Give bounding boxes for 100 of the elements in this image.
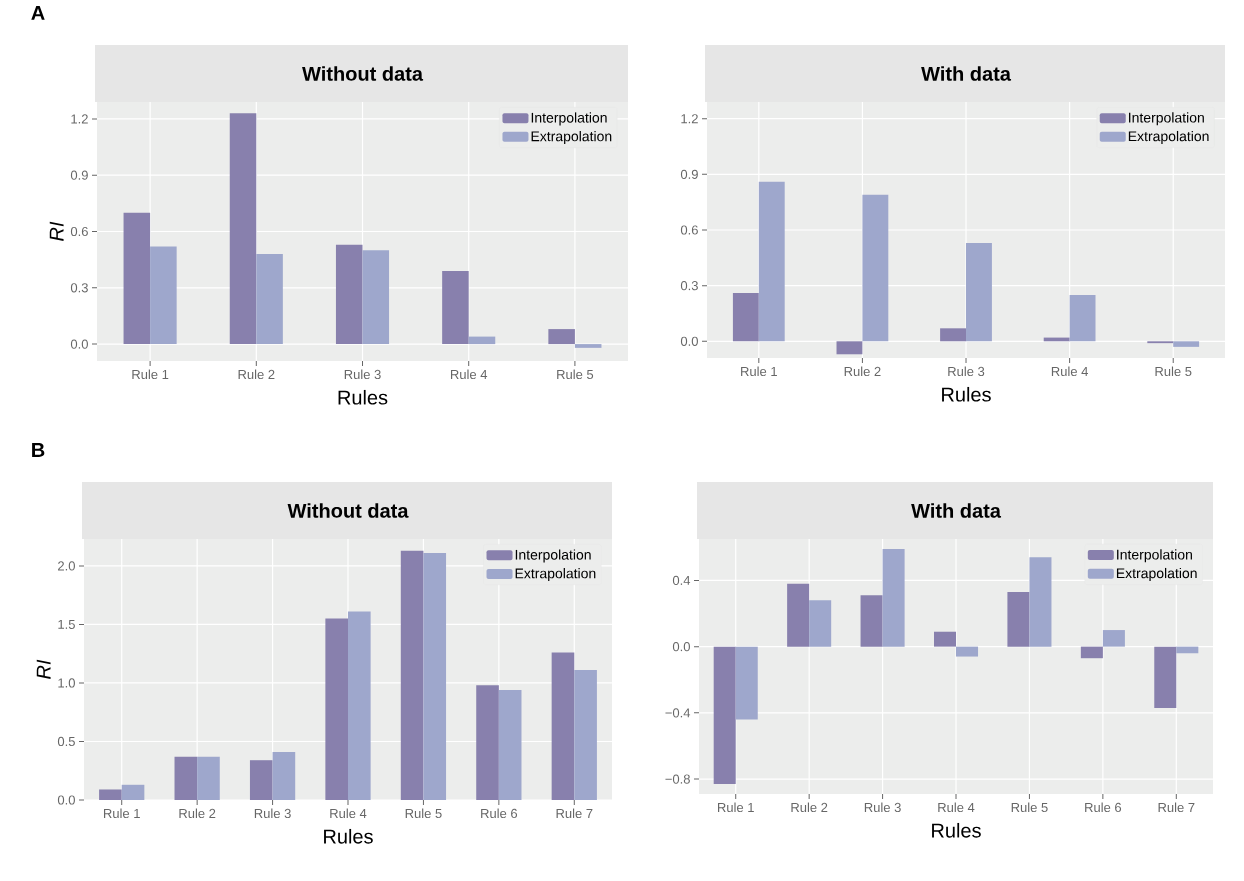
bar — [121, 784, 145, 800]
x-tick-label: Rule 2 — [238, 369, 275, 380]
x-tick-label: Rule 6 — [1085, 802, 1122, 813]
bar — [197, 756, 220, 800]
x-tick-label: Rule 1 — [741, 366, 777, 377]
bar — [1069, 294, 1096, 342]
bar — [1173, 341, 1200, 347]
bar — [99, 789, 122, 800]
bar — [272, 752, 296, 800]
bar — [809, 600, 832, 647]
x-tick-label: Rule 4 — [330, 808, 367, 819]
bar — [1007, 591, 1030, 647]
y-tick-label: 1.0 — [58, 678, 75, 688]
bar — [787, 583, 810, 647]
y-axis-title: RI — [36, 659, 51, 679]
bar — [860, 595, 883, 647]
bar — [423, 553, 447, 800]
y-tick-label: 0.3 — [680, 281, 698, 291]
bar — [362, 250, 390, 345]
x-tick-label: Rule 6 — [481, 808, 518, 819]
y-tick-label: 0.0 — [57, 795, 75, 805]
bar — [574, 344, 602, 348]
x-tick-label: Rule 3 — [344, 369, 381, 380]
bar — [1176, 646, 1199, 654]
bar — [966, 242, 992, 342]
x-tick-label: Rule 5 — [1155, 366, 1192, 377]
bar — [498, 689, 522, 800]
bar — [150, 246, 177, 345]
x-tick-label: Rule 5 — [405, 808, 442, 819]
bar — [713, 646, 736, 785]
bar — [468, 336, 496, 345]
x-tick-label: Rule 7 — [556, 808, 593, 819]
bar — [940, 328, 967, 342]
x-tick-label: Rule 2 — [791, 802, 828, 813]
legend-label: Interpolation — [1117, 549, 1192, 563]
y-tick-label: 0.9 — [680, 169, 698, 179]
bar — [574, 670, 597, 800]
bar — [551, 652, 575, 800]
bar — [400, 550, 424, 800]
x-tick-label: Rule 3 — [254, 808, 291, 819]
chart-title: With data — [921, 66, 1012, 81]
x-tick-label: Rule 4 — [450, 369, 488, 380]
text: B — [32, 443, 45, 457]
bar — [548, 329, 575, 345]
x-axis-title: Rules — [932, 822, 981, 838]
text: A — [31, 6, 45, 20]
bar — [229, 113, 257, 345]
y-tick-label: −0.8 — [665, 774, 690, 784]
x-tick-label: Rule 5 — [557, 369, 594, 380]
x-axis-title: Rules — [324, 828, 373, 844]
legend-label: Extrapolation — [531, 131, 612, 145]
bar — [836, 341, 863, 355]
bar — [735, 646, 758, 720]
legend-label: Interpolation — [1129, 112, 1204, 126]
bar — [862, 194, 889, 342]
y-tick-label: 0.0 — [70, 339, 88, 349]
y-tick-label: 1.5 — [58, 619, 75, 629]
bar — [348, 611, 371, 800]
y-tick-label: 1.2 — [681, 114, 698, 124]
y-tick-label: 0.5 — [57, 736, 75, 747]
y-tick-label: 0.3 — [70, 283, 88, 293]
legend-label: Extrapolation — [1128, 130, 1209, 144]
y-tick-label: 1.2 — [71, 114, 88, 124]
y-tick-label: 0.0 — [672, 642, 690, 652]
x-tick-label: Rule 1 — [132, 369, 169, 380]
y-tick-label: 0.6 — [680, 225, 698, 235]
bar — [1029, 557, 1052, 647]
x-axis-title: Rules — [942, 386, 991, 402]
bar — [476, 685, 499, 800]
legend-label: Interpolation — [531, 112, 607, 126]
x-tick-label: Rule 4 — [1051, 366, 1089, 377]
x-tick-label: Rule 1 — [718, 802, 754, 813]
chart-title: With data — [911, 503, 1002, 518]
x-tick-label: Rule 2 — [844, 366, 881, 377]
bar — [1154, 646, 1177, 708]
legend-label: Interpolation — [515, 549, 591, 563]
bar — [325, 618, 348, 800]
bar — [123, 212, 151, 345]
bar — [758, 181, 785, 342]
x-tick-label: Rule 4 — [938, 802, 975, 813]
bar — [174, 756, 198, 800]
bar — [256, 254, 283, 345]
chart-title: Without data — [302, 66, 424, 81]
x-tick-label: Rule 5 — [1011, 802, 1048, 813]
x-axis-title: Rules — [338, 389, 388, 405]
x-tick-label: Rule 7 — [1158, 802, 1195, 813]
chart-title: Without data — [287, 503, 409, 518]
bar — [1080, 646, 1103, 659]
x-tick-label: Rule 3 — [948, 366, 985, 377]
bar — [933, 631, 957, 647]
bar — [335, 244, 363, 345]
x-tick-label: Rule 1 — [103, 808, 140, 819]
legend-label: Extrapolation — [1116, 567, 1197, 581]
bar — [732, 293, 759, 342]
bar — [442, 270, 469, 345]
bar — [882, 548, 905, 647]
y-axis-title: RI — [49, 221, 64, 241]
y-tick-label: 0.4 — [672, 575, 691, 585]
x-tick-label: Rule 2 — [179, 808, 216, 819]
y-tick-label: 0.9 — [70, 170, 88, 180]
